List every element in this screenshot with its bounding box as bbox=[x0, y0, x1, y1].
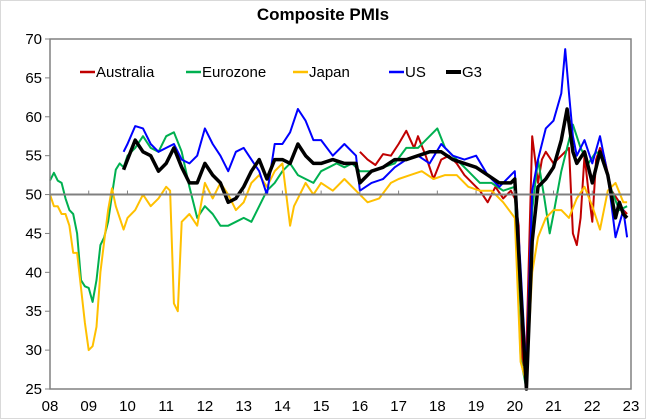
x-tick-label: 11 bbox=[158, 398, 174, 415]
x-tick-label: 18 bbox=[429, 398, 446, 415]
x-tick-label: 21 bbox=[545, 398, 562, 415]
series-layer bbox=[49, 48, 629, 391]
legend-label-japan: Japan bbox=[309, 64, 350, 81]
y-tick-label: 50 bbox=[25, 187, 42, 204]
plot-border bbox=[49, 38, 632, 390]
x-tick-label: 23 bbox=[623, 398, 640, 415]
series-line-eurozone bbox=[49, 123, 628, 390]
x-tick-label: 08 bbox=[42, 398, 59, 415]
y-tick-label: 60 bbox=[25, 109, 42, 126]
legend: Australia Eurozone Japan US G3 bbox=[80, 64, 482, 81]
legend-label-australia: Australia bbox=[96, 64, 155, 81]
x-tick-label: 14 bbox=[274, 398, 291, 415]
x-tick-label: 12 bbox=[197, 398, 214, 415]
x-tick-label: 22 bbox=[584, 398, 601, 415]
x-tick-label: 13 bbox=[235, 398, 252, 415]
y-tick-label: 30 bbox=[25, 342, 42, 359]
legend-label-us: US bbox=[405, 64, 426, 81]
x-tick-label: 09 bbox=[80, 398, 97, 415]
x-tick-label: 17 bbox=[390, 398, 407, 415]
y-tick-label: 65 bbox=[25, 70, 42, 87]
y-tick-label: 70 bbox=[25, 31, 42, 48]
series-line-us bbox=[122, 48, 629, 375]
series-line-g3 bbox=[121, 107, 629, 391]
y-tick-label: 25 bbox=[25, 381, 42, 398]
x-tick-label: 16 bbox=[352, 398, 369, 415]
legend-label-g3: G3 bbox=[462, 64, 482, 81]
x-tick-label: 10 bbox=[119, 398, 136, 415]
series-line-japan bbox=[49, 162, 628, 384]
y-tick-label: 55 bbox=[25, 148, 42, 165]
x-tick-label: 20 bbox=[506, 398, 523, 415]
chart-title: Composite PMIs bbox=[256, 5, 390, 24]
x-tick-label: 15 bbox=[313, 398, 330, 415]
axes-layer: 25 30 35 40 45 50 55 60 65 70 08 09 10 11 12 13 14 15 16 17… bbox=[25, 31, 639, 415]
y-tick-label: 45 bbox=[25, 225, 42, 242]
y-tick-label: 40 bbox=[25, 264, 42, 281]
y-tick-label: 35 bbox=[25, 303, 42, 320]
legend-label-eurozone: Eurozone bbox=[202, 64, 266, 81]
x-tick-label: 19 bbox=[468, 398, 485, 415]
